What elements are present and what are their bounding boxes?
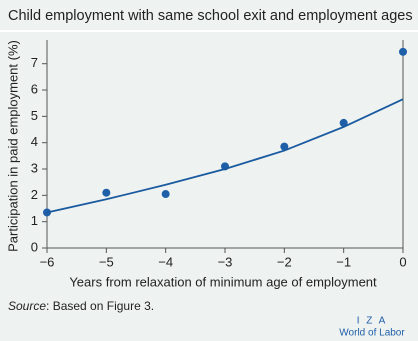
logo-mark: I Z A (357, 316, 388, 327)
x-axis-label: Years from relaxation of minimum age of … (69, 274, 377, 289)
y-tick-label: 1 (31, 213, 38, 228)
source-label: Source (8, 299, 46, 313)
point (161, 190, 170, 199)
x-tick-label: −2 (277, 254, 292, 269)
point (399, 47, 407, 56)
point (280, 142, 289, 151)
point (339, 118, 348, 127)
y-tick-label: 6 (31, 81, 38, 96)
logo-text: World of Labor (339, 328, 405, 339)
y-tick-label: 4 (31, 134, 38, 149)
x-tick-label: −1 (336, 254, 351, 269)
point (102, 188, 111, 197)
source: Source: Based on Figure 3. (8, 299, 154, 313)
y-tick-label: 7 (31, 55, 38, 70)
x-tick-label: 0 (399, 254, 406, 269)
x-tick-label: −6 (40, 254, 55, 269)
y-tick-label: 0 (31, 239, 38, 254)
x-tick-label: −4 (158, 254, 173, 269)
y-tick-label: 2 (31, 187, 38, 202)
x-tick-label: −5 (99, 254, 114, 269)
source-text: : Based on Figure 3. (46, 299, 154, 313)
y-tick-label: 5 (31, 108, 38, 123)
y-axis-label: Participation in paid employment (%) (5, 40, 20, 252)
y-tick-label: 3 (31, 160, 38, 175)
x-tick-label: −3 (218, 254, 233, 269)
fit-line (46, 98, 404, 214)
chart-title: Child employment with same school exit a… (8, 8, 413, 24)
